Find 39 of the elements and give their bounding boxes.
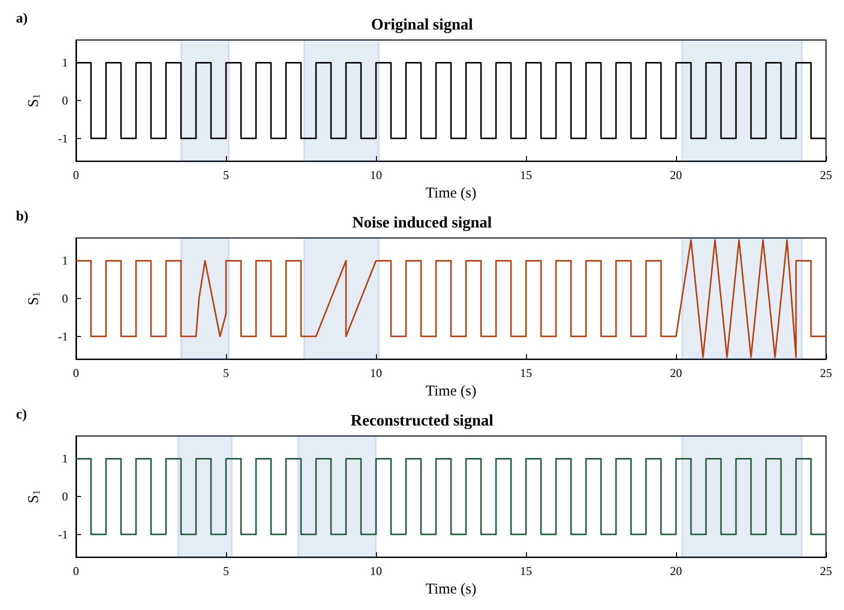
text: c): [16, 408, 28, 422]
text: a): [16, 12, 28, 26]
y-tick-label: 0: [62, 94, 68, 108]
x-tick-label: 0: [73, 366, 79, 380]
y-tick-label: 0: [62, 292, 68, 306]
x-tick-label: 15: [520, 168, 532, 182]
x-tick-label: 0: [73, 564, 79, 578]
y-tick-label: -1: [58, 527, 68, 542]
x-tick-label: 20: [670, 168, 682, 182]
chart-title: Noise induced signal: [352, 214, 492, 232]
x-tick-label: 0: [73, 168, 79, 182]
x-axis-title: Time (s): [426, 582, 476, 598]
x-axis-title: Time (s): [426, 186, 476, 202]
x-tick-label: 5: [223, 168, 229, 182]
y-tick-label: 1: [62, 254, 68, 268]
x-tick-label: 20: [670, 366, 682, 380]
y-tick-label: -1: [58, 329, 68, 344]
y-axis-title: S1: [26, 292, 42, 306]
x-tick-label: 10: [370, 366, 382, 380]
x-tick-label: 5: [223, 366, 229, 380]
y-tick-label: 1: [62, 452, 68, 466]
text: b): [16, 210, 29, 224]
x-tick-label: 25: [820, 168, 832, 182]
y-axis-title: S1: [26, 94, 42, 108]
x-tick-label: 10: [370, 168, 382, 182]
x-tick-label: 10: [370, 564, 382, 578]
x-tick-label: 20: [670, 564, 682, 578]
chart-title: Reconstructed signal: [350, 412, 494, 430]
x-tick-label: 5: [223, 564, 229, 578]
x-tick-label: 15: [520, 564, 532, 578]
y-tick-label: 1: [62, 56, 68, 70]
y-axis-title: S1: [26, 490, 42, 504]
x-tick-label: 15: [520, 366, 532, 380]
chart-title: Original signal: [371, 16, 474, 34]
x-tick-label: 25: [820, 564, 832, 578]
x-axis-title: Time (s): [426, 384, 476, 400]
x-tick-label: 25: [820, 366, 832, 380]
y-tick-label: 0: [62, 490, 68, 504]
y-tick-label: -1: [58, 131, 68, 146]
